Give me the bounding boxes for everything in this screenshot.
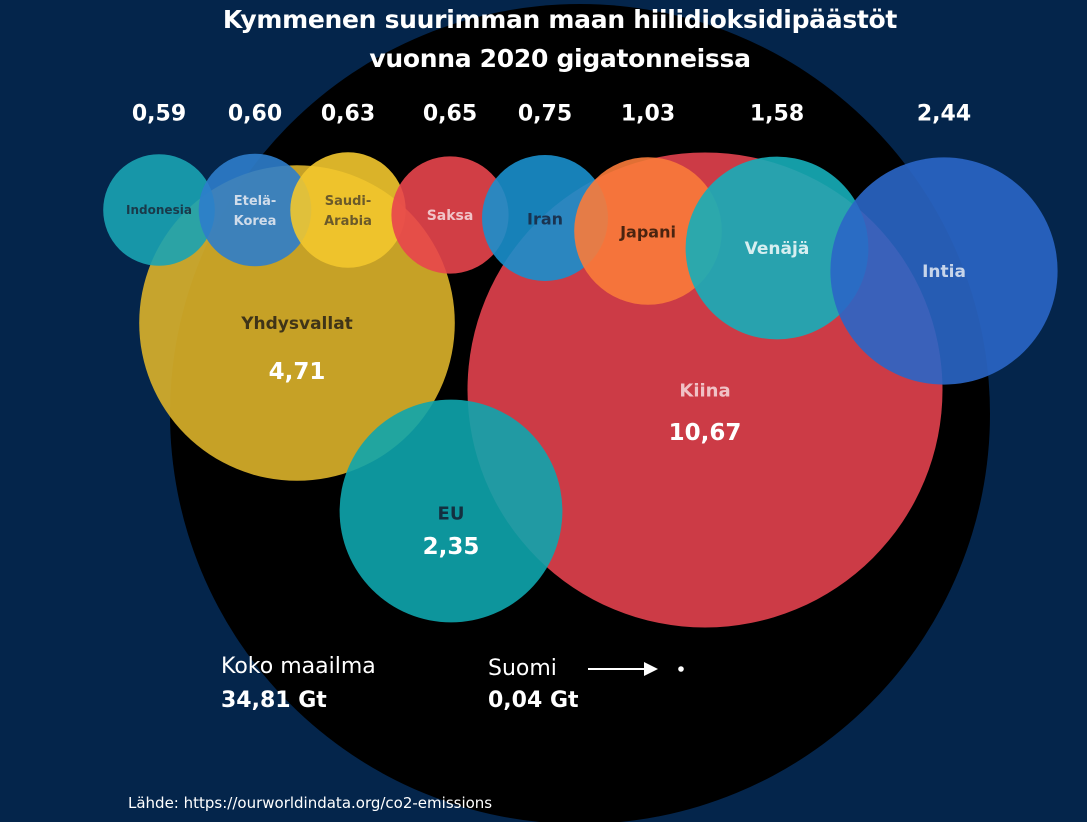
- value-saudi-arabia: 0,63: [321, 102, 375, 127]
- label-intia: Intia: [922, 262, 966, 282]
- chart-title-line-2: vuonna 2020 gigatonneissa: [369, 44, 751, 73]
- finland-value: 0,04 Gt: [488, 688, 579, 713]
- value-iran: 0,75: [518, 102, 572, 127]
- bubble-eu: [339, 399, 563, 623]
- label-japani: Japani: [619, 223, 676, 242]
- value-indonesia: 0,59: [132, 102, 186, 127]
- label-etela-korea: Etelä-Korea: [234, 194, 277, 229]
- label-eu: EU: [438, 503, 465, 524]
- label-saksa: Saksa: [427, 208, 474, 224]
- finland-marker: [588, 662, 684, 676]
- value-yhdysvallat: 4,71: [269, 359, 326, 385]
- bubble-indonesia: [103, 154, 215, 266]
- bubble-saudi-arabia: [290, 152, 406, 268]
- label-iran: Iran: [527, 210, 563, 229]
- world-label: Koko maailma: [221, 654, 376, 679]
- arrow-head-icon: [644, 662, 658, 676]
- bubbles-group: [103, 152, 1058, 628]
- value-eu: 2,35: [423, 534, 480, 560]
- value-saksa: 0,65: [423, 102, 477, 127]
- value-kiina: 10,67: [669, 420, 742, 446]
- bubble-iran: [482, 155, 608, 281]
- value-intia: 2,44: [917, 102, 971, 127]
- label-kiina: Kiina: [679, 380, 730, 401]
- bubble-japani: [574, 157, 722, 305]
- label-yhdysvallat: Yhdysvallat: [240, 314, 353, 334]
- bubble-venaja: [685, 156, 869, 340]
- label-venaja: Venäjä: [745, 239, 810, 259]
- chart-title-line-1: Kymmenen suurimman maan hiilidioksidipää…: [222, 5, 898, 34]
- value-venaja: 1,58: [750, 102, 804, 127]
- world-value: 34,81 Gt: [221, 688, 327, 713]
- source-text: Lähde: https://ourworldindata.org/co2-em…: [128, 794, 493, 812]
- bubble-intia: [830, 157, 1058, 385]
- bubble-etela-korea: [198, 153, 312, 267]
- labels-group: Yhdysvallat 4,71 Kiina 10,67 EU 2,35 Indonesia…: [126, 102, 971, 560]
- value-etela-korea: 0,60: [228, 102, 282, 127]
- label-indonesia: Indonesia: [126, 203, 192, 217]
- finland-label: Suomi: [488, 656, 557, 681]
- label-saudi-arabia: Saudi-Arabia: [324, 194, 372, 229]
- finland-dot: [678, 666, 684, 672]
- bubble-saksa: [391, 156, 509, 274]
- value-japani: 1,03: [621, 102, 675, 127]
